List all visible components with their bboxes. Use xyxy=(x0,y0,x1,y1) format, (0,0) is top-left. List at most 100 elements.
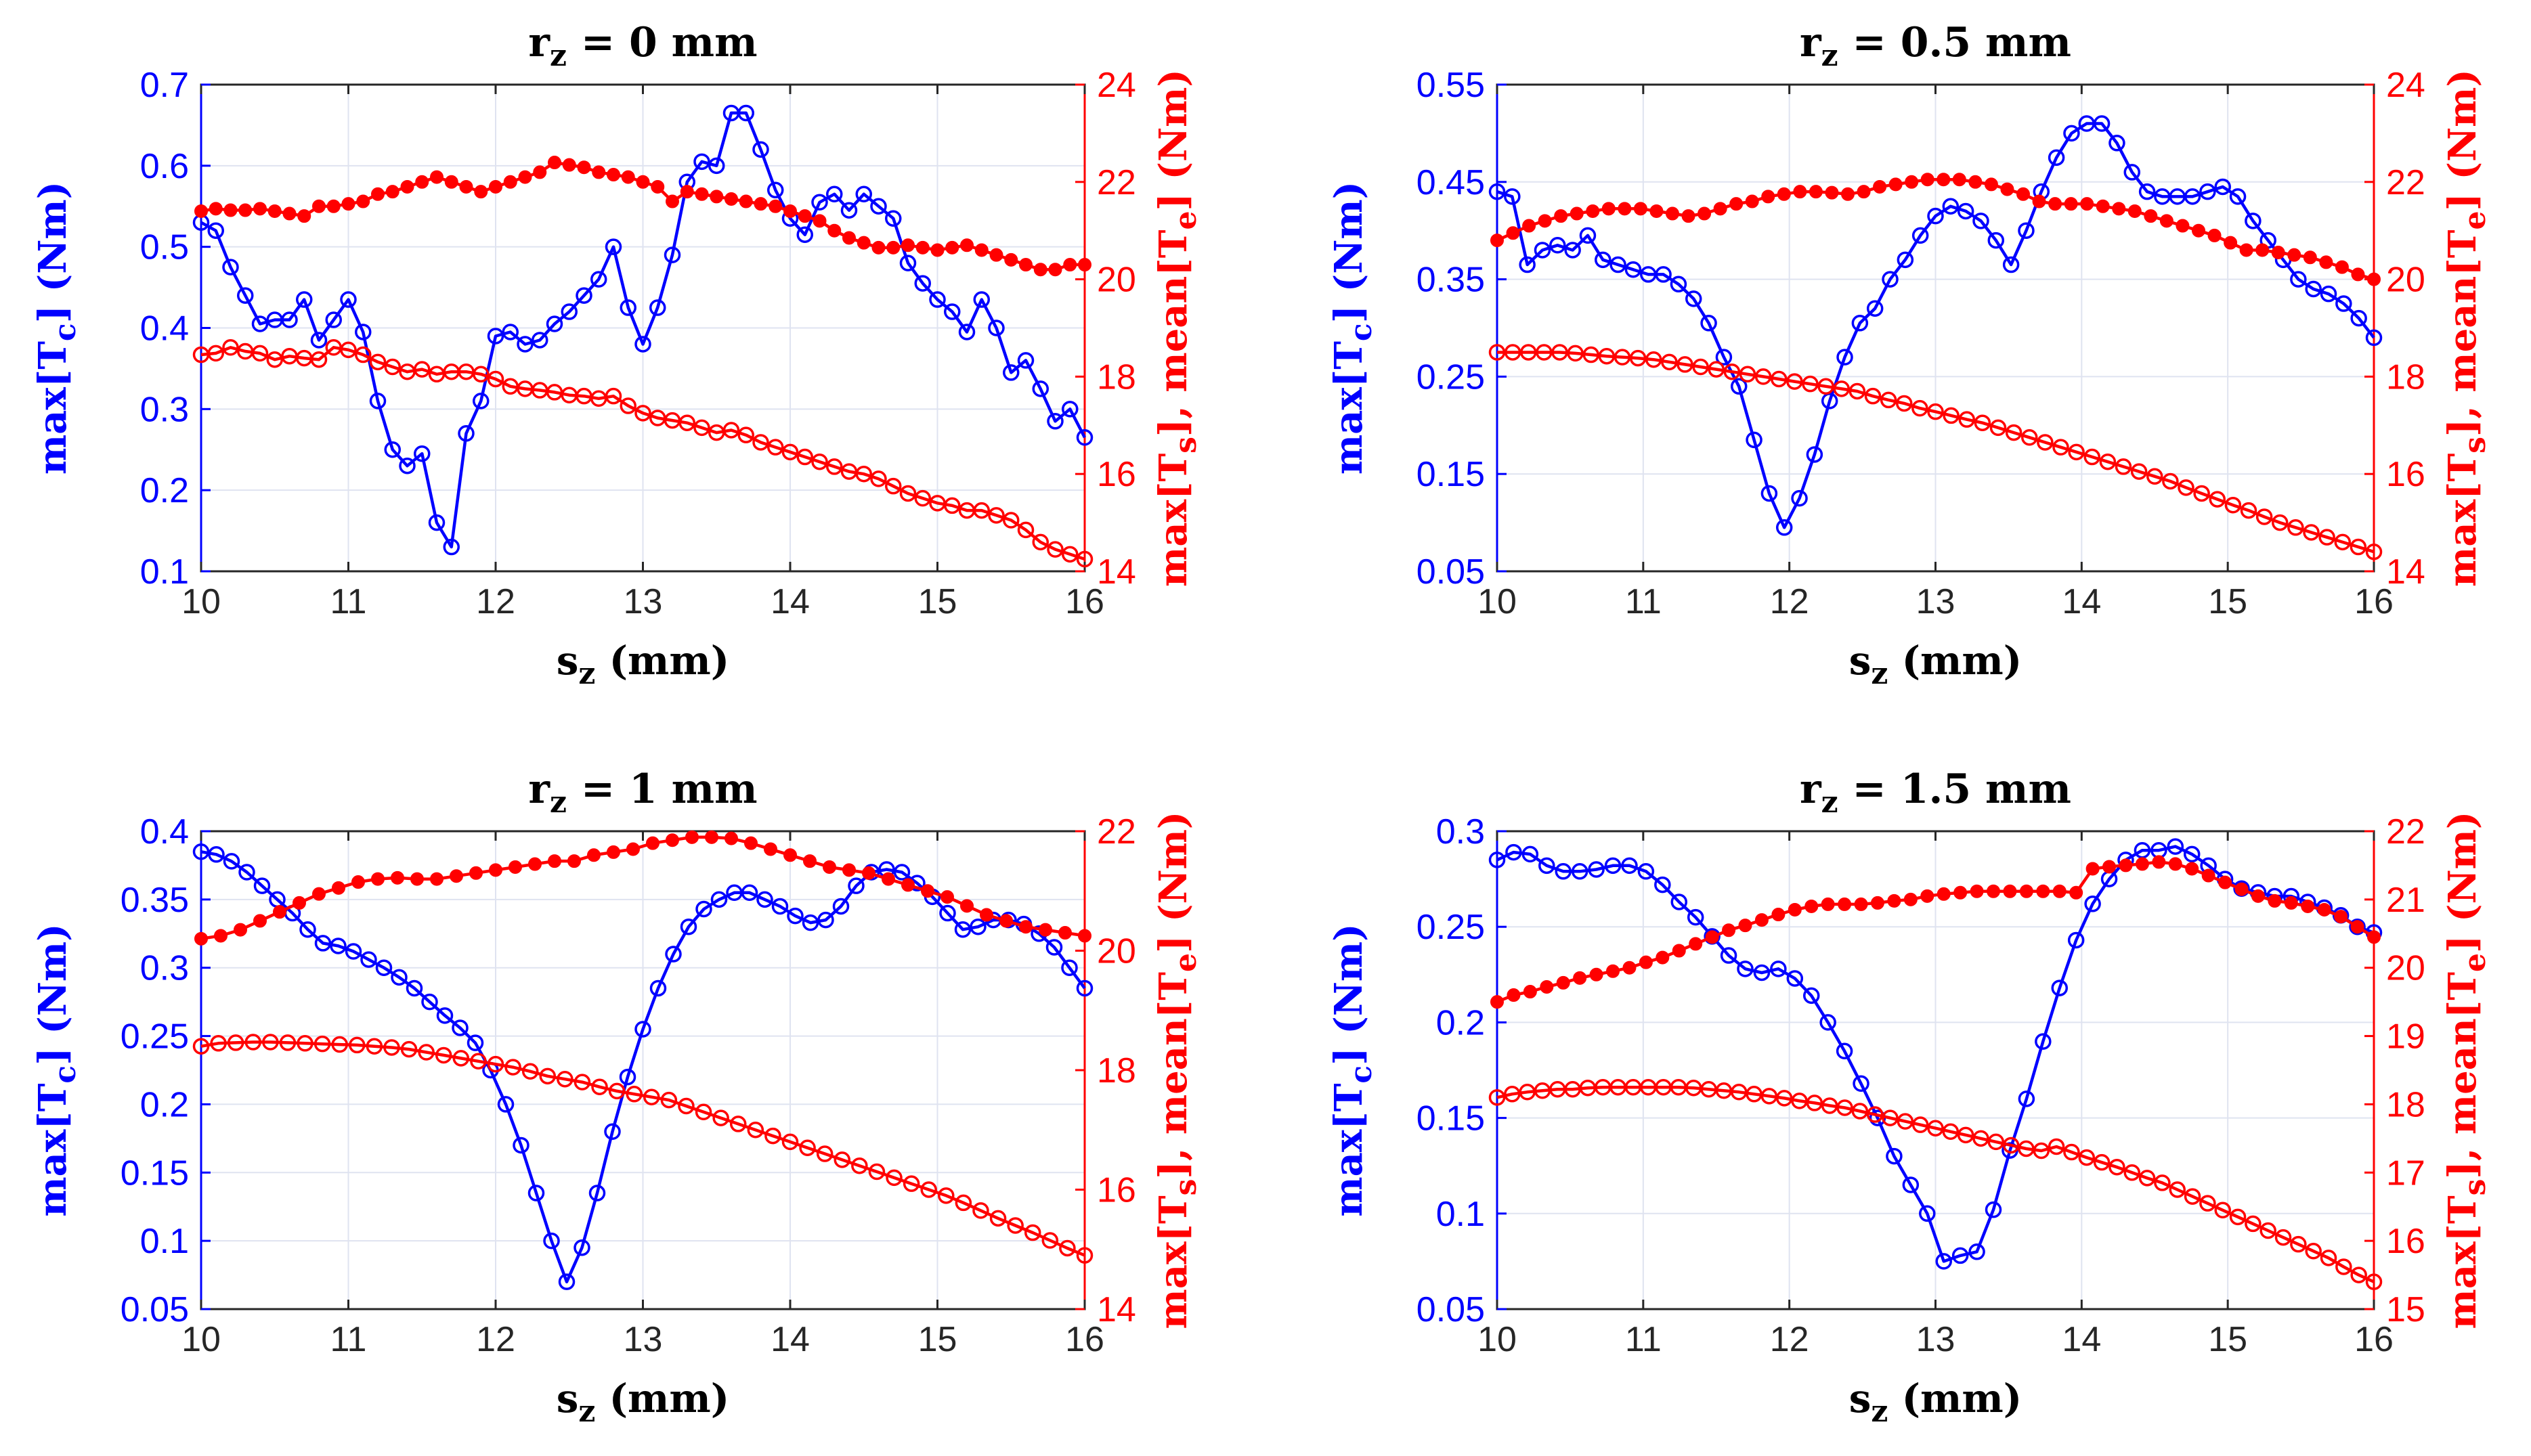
data-point xyxy=(685,830,699,844)
data-point xyxy=(1504,344,1521,361)
data-point xyxy=(2185,862,2199,876)
y-tick-label-right: 16 xyxy=(1097,455,1136,494)
data-point xyxy=(2048,149,2065,167)
data-point xyxy=(2080,197,2094,211)
data-point xyxy=(2224,496,2242,514)
chart-panel-4: 10 11 12 13 14 15 160.050.10.150.20.250.315161… xyxy=(1326,766,2492,1429)
data-point xyxy=(1920,889,1934,903)
data-point xyxy=(834,1151,851,1168)
data-point xyxy=(1888,177,1903,192)
data-point xyxy=(752,434,769,451)
data-point xyxy=(1968,1243,1985,1260)
data-point xyxy=(620,397,636,414)
data-point xyxy=(903,1175,920,1192)
data-point xyxy=(2138,1170,2156,1187)
data-point xyxy=(2112,202,2126,216)
data-point xyxy=(2214,1201,2231,1219)
series-maxts xyxy=(192,1034,1094,1264)
data-point xyxy=(798,209,812,223)
data-point xyxy=(421,993,438,1011)
data-point xyxy=(1604,857,1622,875)
data-point xyxy=(2144,209,2158,223)
data-point xyxy=(223,853,240,870)
data-point xyxy=(2183,845,2201,863)
data-point xyxy=(369,353,387,371)
y-tick-label-right: 18 xyxy=(2386,357,2425,397)
x-axis-label: sz (mm) xyxy=(1849,1375,2022,1429)
y-tick-label-right: 15 xyxy=(2386,1290,2425,1329)
data-point xyxy=(371,872,385,886)
data-point xyxy=(1556,975,1570,990)
data-point xyxy=(435,1046,452,1064)
data-point xyxy=(1582,346,1599,363)
data-point xyxy=(2335,295,2352,312)
data-point xyxy=(1972,1130,1989,1147)
data-point xyxy=(2052,884,2067,898)
data-point xyxy=(2102,860,2117,874)
data-point xyxy=(1804,899,1819,913)
data-point xyxy=(783,848,797,862)
data-point xyxy=(695,1103,712,1121)
data-point xyxy=(870,198,887,215)
series-maxts xyxy=(1488,1078,2383,1290)
data-point xyxy=(1004,252,1018,267)
data-point xyxy=(2234,882,2249,896)
data-point xyxy=(666,194,679,208)
data-point xyxy=(802,914,819,931)
data-point xyxy=(1905,175,1919,189)
data-point xyxy=(972,1202,989,1219)
data-point xyxy=(1723,363,1741,380)
data-point xyxy=(591,1078,608,1095)
chart-title: rz = 0 mm xyxy=(528,19,757,73)
data-point xyxy=(2245,213,2262,229)
data-point xyxy=(1806,446,1823,463)
data-point xyxy=(1770,961,1787,977)
data-point xyxy=(626,842,640,856)
data-point xyxy=(533,165,547,179)
data-point xyxy=(2093,115,2111,132)
data-point xyxy=(207,345,224,362)
data-point xyxy=(310,332,328,349)
data-point xyxy=(1761,190,1775,204)
series-meante xyxy=(194,156,1091,277)
data-point xyxy=(2032,194,2046,208)
data-point xyxy=(885,477,902,495)
x-axis-label: sz (mm) xyxy=(557,1375,729,1429)
data-point xyxy=(262,1034,279,1051)
x-tick-label: 10 xyxy=(1477,1320,1517,1359)
data-point xyxy=(391,870,404,885)
data-point xyxy=(2214,178,2231,196)
data-point xyxy=(842,863,856,877)
data-point xyxy=(803,854,817,868)
data-point xyxy=(2108,135,2125,152)
data-point xyxy=(2192,223,2205,238)
data-point xyxy=(2319,255,2333,269)
data-point xyxy=(2083,448,2100,466)
y-tick-label-right: 18 xyxy=(2386,1085,2425,1124)
series-maxts xyxy=(192,339,1094,568)
y-tick-label-right: 21 xyxy=(2386,881,2425,920)
data-point xyxy=(210,1035,227,1052)
x-tick-label: 12 xyxy=(1770,582,1809,621)
data-point xyxy=(1864,387,1882,405)
y-tick-label-left: 0.4 xyxy=(140,309,189,349)
data-point xyxy=(2287,519,2304,536)
data-point xyxy=(2052,439,2069,456)
y-tick-label-right: 16 xyxy=(1097,1171,1136,1210)
data-point xyxy=(1987,884,2001,898)
data-point xyxy=(1809,185,1823,199)
data-point xyxy=(1819,1014,1836,1031)
data-point xyxy=(2334,910,2348,924)
data-point xyxy=(1595,251,1611,269)
data-point xyxy=(2199,1195,2216,1212)
data-point xyxy=(2301,899,2315,913)
data-point xyxy=(1745,194,1759,208)
data-point xyxy=(2274,1229,2292,1246)
data-point xyxy=(646,836,659,850)
data-point xyxy=(1968,175,1983,189)
data-point xyxy=(747,1122,764,1139)
x-tick-label: 16 xyxy=(1065,582,1104,621)
data-point xyxy=(1880,391,1897,409)
data-point xyxy=(2123,1164,2141,1181)
y-tick-label-right: 24 xyxy=(2386,66,2425,105)
